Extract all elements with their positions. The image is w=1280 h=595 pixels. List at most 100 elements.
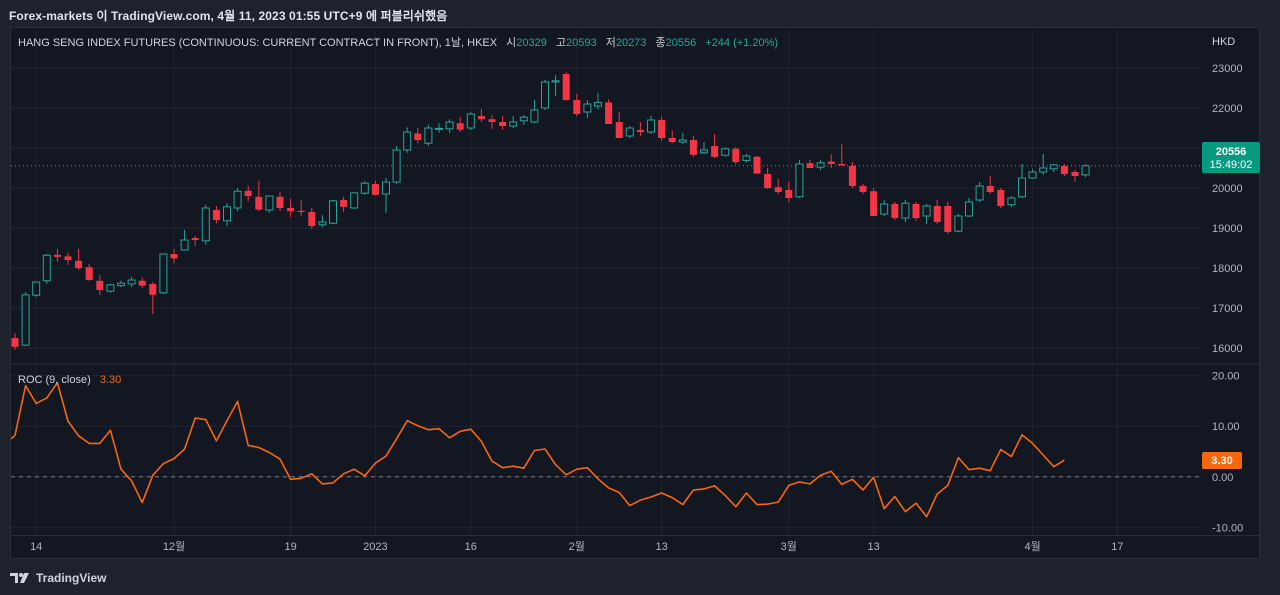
candle-body (414, 133, 422, 140)
candle (308, 208, 316, 229)
candle (530, 100, 539, 124)
candle (488, 115, 496, 129)
candle-body (519, 116, 528, 122)
close-value: 20556 (666, 37, 697, 49)
roc-line (10, 381, 1065, 518)
candle (519, 115, 528, 125)
last-price-value: 20556 (1216, 146, 1247, 158)
candle (870, 188, 878, 216)
candle (647, 116, 655, 134)
candle (1081, 164, 1090, 178)
candle-body (541, 81, 549, 109)
x-tick-label: 2023 (363, 541, 387, 553)
candle-body (170, 254, 178, 259)
candle (53, 248, 61, 262)
candle (615, 112, 623, 138)
candle (678, 132, 687, 144)
candle-body (32, 281, 41, 296)
candle (456, 116, 464, 132)
change-value: +244 (+1.20%) (705, 37, 778, 49)
chart-frame[interactable] (10, 27, 1260, 559)
symbol-name: HANG SENG INDEX FUTURES (CONTINUOUS: CUR… (18, 36, 498, 49)
candle-body (997, 190, 1005, 206)
candle-body (276, 196, 284, 208)
roc-tick-label: 10.00 (1212, 421, 1240, 433)
candle (1007, 196, 1016, 208)
candle-body (625, 127, 634, 137)
candle-body (551, 80, 560, 83)
candle (997, 188, 1005, 208)
candle-body (201, 207, 210, 242)
candle (382, 178, 390, 213)
candle-body (1071, 172, 1079, 176)
currency-label: HKD (1212, 36, 1235, 48)
high-label: 고 (556, 37, 566, 49)
candle-body (573, 100, 581, 114)
candle (32, 281, 41, 297)
candle (774, 178, 782, 194)
candle (21, 292, 30, 346)
candle-body (594, 101, 602, 107)
candle-body (711, 146, 719, 157)
candle (1039, 154, 1048, 175)
roc-name: ROC (9, close) (18, 374, 91, 386)
candle-body (149, 284, 157, 295)
candle (96, 275, 104, 296)
candle (223, 203, 231, 226)
candle-body (838, 164, 846, 166)
roc-badge-value: 3.30 (1211, 455, 1232, 467)
x-tick-label: 3월 (781, 540, 797, 553)
candle (636, 122, 644, 136)
roc-value-badge (1202, 452, 1242, 469)
candle (297, 200, 305, 216)
candle-body (954, 215, 963, 232)
candle (276, 192, 284, 212)
candle (922, 204, 931, 224)
chart-canvas[interactable]: 1412월192023162월133월134월17230002200021000… (0, 0, 1280, 560)
x-tick-label: 16 (465, 541, 477, 553)
candle-body (647, 119, 655, 133)
roc-legend: ROC (9, close) 3.30 (18, 374, 121, 386)
candle-body (827, 161, 835, 164)
x-tick-label: 4월 (1024, 540, 1040, 553)
tradingview-brand[interactable]: TradingView (36, 571, 107, 585)
candle-body (1007, 197, 1016, 206)
candle-body (753, 156, 761, 174)
footer: TradingView (10, 568, 106, 588)
candle-body (870, 191, 878, 216)
candle (573, 94, 581, 116)
candle-body (117, 282, 125, 287)
tradingview-logo-icon[interactable] (10, 572, 30, 584)
candle-body (265, 195, 274, 211)
candle (85, 264, 93, 281)
symbol-legend: HANG SENG INDEX FUTURES (CONTINUOUS: CUR… (18, 36, 778, 49)
price-tick-label: 18000 (1212, 263, 1243, 275)
candle-body (435, 127, 443, 130)
candle-body (403, 131, 412, 151)
candle-body (287, 208, 295, 212)
candle (64, 252, 72, 265)
candle-body (488, 119, 496, 122)
candle (1028, 168, 1037, 179)
price-tick-label: 20000 (1212, 183, 1243, 195)
price-tick-label: 16000 (1212, 343, 1243, 355)
candle (562, 72, 570, 101)
attribution-text: Forex-markets 이 TradingView.com, 4월 11, … (9, 9, 448, 23)
candle-body (329, 200, 337, 224)
candle (975, 182, 984, 202)
candle (212, 206, 220, 224)
candle (244, 185, 252, 202)
roc-tick-label: 0.00 (1212, 472, 1233, 484)
candle-body (530, 109, 539, 123)
roc-tick-label: 20.00 (1212, 371, 1240, 383)
candle (445, 119, 454, 133)
candle (795, 160, 804, 198)
candle (318, 215, 327, 228)
candle-body (605, 102, 613, 124)
candle-body (212, 210, 220, 220)
candle-body (848, 166, 856, 186)
x-tick-label: 13 (655, 541, 667, 553)
x-tick-label: 17 (1111, 541, 1123, 553)
candle (233, 188, 242, 212)
candle-body (308, 212, 316, 226)
